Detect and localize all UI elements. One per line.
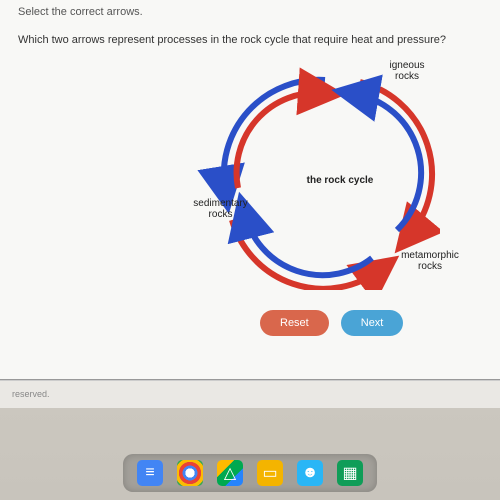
label-igneous: igneousrocks	[382, 60, 432, 82]
label-metamorphic: metamorphicrocks	[395, 250, 465, 272]
sheets-icon[interactable]: ▦	[337, 460, 363, 486]
drive-icon[interactable]: △	[217, 460, 243, 486]
chrome-icon[interactable]	[177, 460, 203, 486]
docs-icon[interactable]: ≡	[137, 460, 163, 486]
slides-icon[interactable]: ▭	[257, 460, 283, 486]
question-text: Which two arrows represent processes in …	[18, 34, 446, 46]
reset-button[interactable]: Reset	[260, 310, 329, 336]
instruction-text: Select the correct arrows.	[18, 6, 143, 18]
quiz-content: Select the correct arrows. Which two arr…	[0, 0, 500, 380]
next-button[interactable]: Next	[341, 310, 404, 336]
footer-text: reserved.	[12, 389, 50, 399]
dock: ≡ △ ▭ ☻ ▦	[123, 454, 377, 492]
footer-strip: reserved.	[0, 380, 500, 408]
label-sedimentary: sedimentaryrocks	[188, 198, 253, 220]
contacts-icon[interactable]: ☻	[297, 460, 323, 486]
button-row: Reset Next	[260, 310, 403, 336]
label-center: the rock cycle	[300, 175, 380, 186]
